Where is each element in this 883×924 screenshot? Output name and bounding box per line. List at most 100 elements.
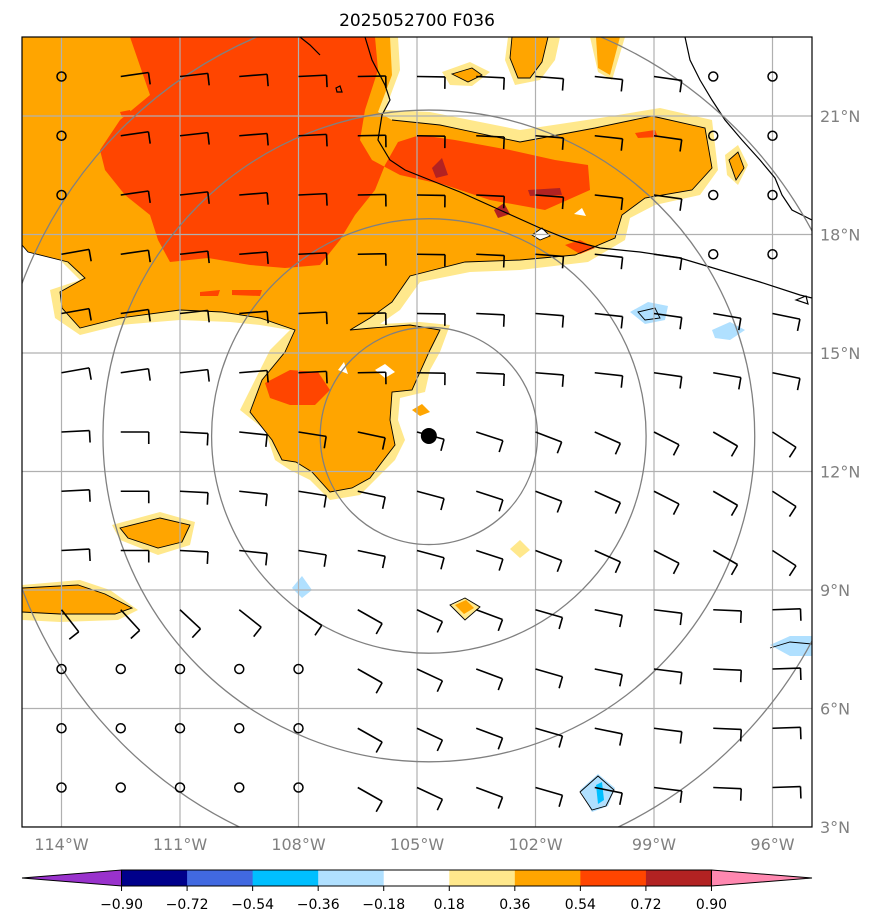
wind-barb-40 — [120, 249, 151, 263]
wind-barb-calm-147 — [293, 723, 304, 734]
wind-barb-calm-132 — [174, 663, 186, 675]
contour-fill-pos-054-patch-b — [232, 290, 262, 296]
colorbar-bin-8 — [645, 870, 712, 886]
contour-line-north-a — [509, 37, 549, 79]
wind-barb-31 — [357, 193, 387, 207]
wind-barb-calm-160 — [293, 782, 304, 793]
wind-barb-113 — [594, 549, 622, 574]
wind-barb-calm-158 — [174, 782, 186, 793]
longitude-labels: 114°W 111°W 108°W 105°W 102°W 99°W 96°W — [34, 835, 794, 854]
wind-barb-89 — [712, 431, 739, 457]
lat-label-5: 18°N — [820, 226, 860, 245]
contour-fill-pos-054-main — [100, 37, 590, 268]
wind-barb-49 — [653, 253, 683, 271]
wind-barb-93 — [179, 490, 209, 505]
contour-line-neg-b — [769, 641, 812, 649]
colorbar-tick-label-2: −0.54 — [231, 897, 274, 913]
wind-barb-calm-157 — [115, 782, 126, 793]
wind-barb-17 — [298, 133, 328, 147]
colorbar-tick-label-0: −0.90 — [100, 897, 143, 913]
wind-barb-calm-50 — [708, 249, 719, 260]
wind-barb-122 — [357, 609, 383, 635]
wind-barb-calm-144 — [115, 723, 126, 734]
lon-label-6: 96°W — [750, 835, 794, 854]
colorbar-bin-0 — [121, 870, 188, 886]
contour-fill-pos-054-patch-d — [565, 240, 595, 254]
wind-barb-45 — [416, 253, 446, 267]
wind-barb-129 — [772, 607, 802, 621]
wind-barb-108 — [298, 549, 327, 567]
colorbar-tick-label-5: 0.18 — [434, 897, 465, 913]
contour-hole-a — [375, 364, 395, 378]
wind-barb-47 — [535, 253, 565, 269]
contour-hole-d — [574, 208, 586, 216]
lat-label-4: 15°N — [820, 344, 860, 363]
wind-barb-61 — [594, 312, 624, 329]
wind-barb-71 — [416, 371, 446, 386]
colorbar: −0.90 −0.72 −0.54 −0.36 −0.18 0.18 0.36 0.54 0.7… — [21, 869, 813, 913]
wind-barb-calm-13 — [56, 130, 67, 141]
wind-barb-154 — [713, 727, 743, 742]
wind-barb-87 — [594, 431, 622, 455]
wind-barb-68 — [239, 369, 269, 383]
wind-barb-22 — [594, 134, 624, 151]
wind-barb-44 — [357, 252, 387, 266]
lon-label-1: 111°W — [153, 835, 208, 854]
wind-barb-90 — [772, 431, 797, 458]
wind-barb-8 — [535, 75, 565, 91]
wind-barb-calm-159 — [234, 782, 245, 793]
wind-barb-59 — [476, 312, 506, 327]
contour-line-neg-c — [579, 775, 615, 811]
wind-barb-98 — [476, 490, 504, 512]
wind-barb-calm-146 — [234, 723, 245, 734]
wind-barb-114 — [653, 549, 680, 575]
wind-barb-102 — [712, 490, 739, 517]
wind-barb-2 — [179, 72, 210, 86]
colorbar-bin-3 — [318, 870, 385, 886]
contour-fill-pos-036-north-b — [596, 37, 620, 75]
colorbar-tick-label-1: −0.72 — [166, 897, 209, 913]
wind-barb-91 — [61, 488, 91, 502]
wind-barb-23 — [653, 134, 683, 152]
contour-line-main — [22, 115, 713, 493]
wind-barb-calm-25 — [767, 130, 778, 141]
wind-barb-119 — [179, 609, 202, 639]
lon-label-0: 114°W — [34, 835, 89, 854]
wind-barb-9 — [594, 75, 624, 92]
wind-barb-57 — [357, 312, 387, 326]
wind-barb-112 — [535, 549, 563, 573]
gridlines — [22, 37, 812, 827]
wind-barb-36 — [653, 194, 683, 211]
wind-barb-104 — [61, 548, 91, 562]
wind-barb-94 — [239, 490, 268, 507]
wind-barb-48 — [594, 253, 624, 270]
lon-label-3: 105°W — [390, 835, 445, 854]
wind-barb-136 — [416, 668, 444, 693]
wind-barb-calm-130 — [56, 663, 67, 675]
wind-barb-109 — [357, 549, 386, 569]
wind-barb-149 — [416, 727, 444, 752]
colorbar-tick-label-6: 0.36 — [499, 897, 530, 913]
colorbar-bin-1 — [187, 870, 254, 886]
wind-barb-155 — [772, 726, 802, 740]
wind-barb-42 — [239, 251, 269, 265]
wind-barb-79 — [120, 431, 150, 444]
colorbar-extend-high — [710, 869, 813, 887]
colorbar-extend-low — [21, 869, 123, 887]
wind-barb-139 — [594, 668, 623, 687]
colorbar-tick-label-8: 0.72 — [630, 897, 661, 913]
contour-fill-pos-036-southeast — [455, 600, 474, 614]
wind-barb-33 — [476, 194, 506, 209]
wind-barb-calm-24 — [708, 130, 719, 141]
wind-barb-153 — [653, 727, 683, 744]
map-panel: 3°N 6°N 9°N 12°N 15°N 18°N 21°N 114°W 111°W 108°… — [21, 36, 860, 854]
wind-barb-96 — [357, 490, 386, 509]
wind-barb-166 — [653, 786, 683, 803]
colorbar-tick-label-4: −0.18 — [362, 897, 405, 913]
wind-barb-151 — [535, 727, 564, 748]
coastline-baja — [299, 37, 321, 56]
contour-fill-pos-018-south — [510, 540, 530, 558]
wind-barb-85 — [476, 431, 504, 453]
range-ring-2 — [210, 218, 647, 654]
